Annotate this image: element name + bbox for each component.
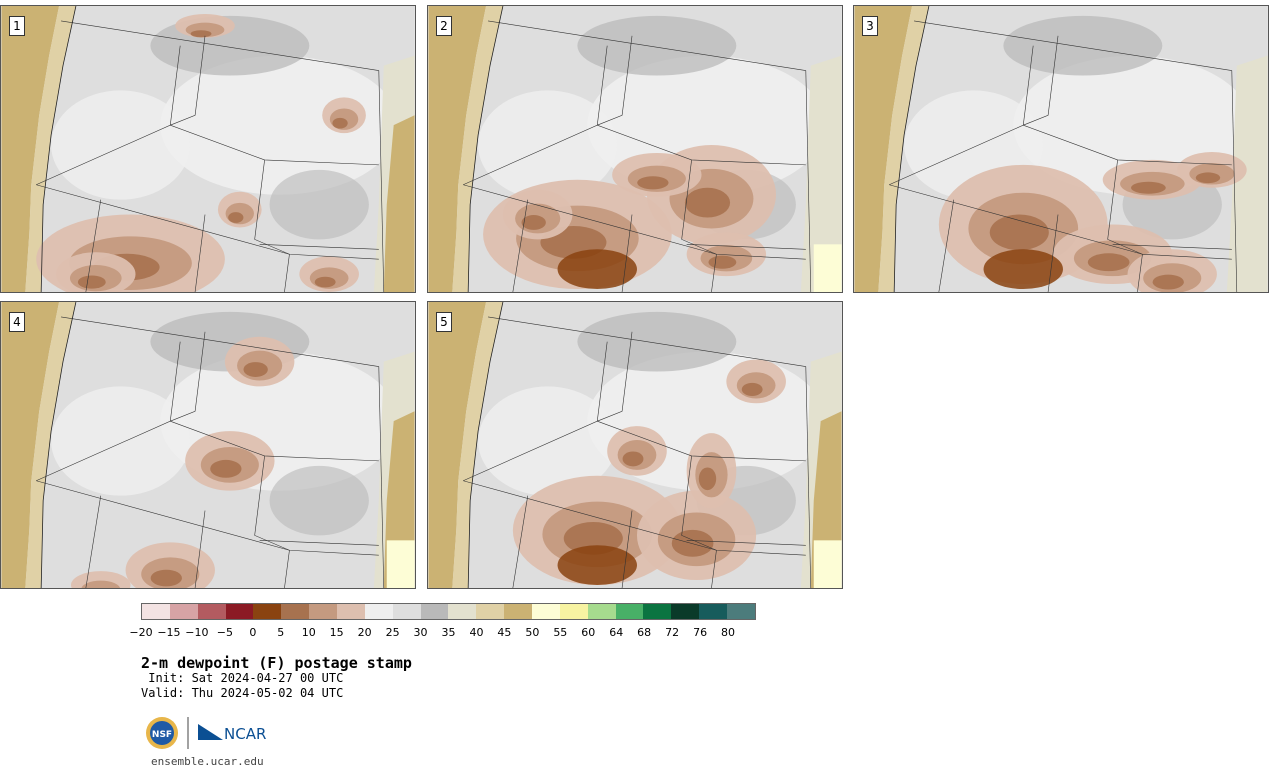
colorbar-swatch [615, 604, 644, 619]
colorbar-tick-label: 60 [581, 626, 596, 639]
colorbar-swatch [169, 604, 198, 619]
colorbar-tick-label: 25 [385, 626, 400, 639]
colorbar-tick-label: −20 [129, 626, 153, 639]
colorbar [141, 603, 756, 620]
map-panel-4: 4 [0, 301, 416, 589]
dewpoint-map-5 [428, 302, 842, 588]
panel-number-2: 2 [436, 16, 452, 36]
colorbar-tick-label: 5 [277, 626, 285, 639]
colorbar-tick-label: 45 [497, 626, 512, 639]
nsf-ncar-logo: NSF NCAR [146, 717, 266, 749]
panel-number-3: 3 [862, 16, 878, 36]
colorbar-swatch [727, 604, 755, 619]
panel-number-1: 1 [9, 16, 25, 36]
dewpoint-map-3 [854, 6, 1268, 292]
colorbar-swatch [225, 604, 254, 619]
colorbar-swatch [643, 604, 672, 619]
colorbar-tick-label: 55 [553, 626, 568, 639]
colorbar-swatch [337, 604, 365, 619]
colorbar-swatch [476, 604, 505, 619]
colorbar-tick-label: −10 [185, 626, 209, 639]
ncar-logo-text: NCAR [224, 725, 266, 743]
colorbar-swatch [253, 604, 282, 619]
colorbar-swatch [559, 604, 588, 619]
init-time: Init: Sat 2024-04-27 00 UTC [141, 671, 344, 685]
dewpoint-map-1 [1, 6, 415, 292]
colorbar-swatch [504, 604, 533, 619]
colorbar-swatch [392, 604, 421, 619]
colorbar-swatch [671, 604, 700, 619]
colorbar-tick-label: 20 [357, 626, 372, 639]
colorbar-ticks: −20 −15 −10 −5 0 5 10 15 20 25 30 35 40 45 50 55 60 64 68 7… [129, 626, 771, 640]
colorbar-swatch [197, 604, 226, 619]
colorbar-tick-label: 50 [525, 626, 540, 639]
website-url: ensemble.ucar.edu [151, 755, 264, 768]
colorbar-tick-label: 64 [609, 626, 624, 639]
colorbar-swatch [448, 604, 477, 619]
map-panel-1: 1 [0, 5, 416, 293]
panel-number-5: 5 [436, 312, 452, 332]
ncar-swoosh-icon [198, 724, 223, 740]
colorbar-swatch [142, 604, 170, 619]
valid-time: Valid: Thu 2024-05-02 04 UTC [141, 686, 344, 700]
nsf-logo-text: NSF [152, 730, 172, 740]
colorbar-tick-label: 30 [413, 626, 428, 639]
colorbar-tick-label: −5 [216, 626, 233, 639]
colorbar-swatch [281, 604, 310, 619]
colorbar-swatch [532, 604, 560, 619]
colorbar-tick-label: 68 [637, 626, 652, 639]
dewpoint-map-4 [1, 302, 415, 588]
colorbar-swatch [364, 604, 393, 619]
colorbar-tick-label: −15 [157, 626, 181, 639]
colorbar-tick-label: 72 [665, 626, 680, 639]
map-panel-3: 3 [853, 5, 1269, 293]
panel-number-4: 4 [9, 312, 25, 332]
colorbar-tick-label: 35 [441, 626, 456, 639]
colorbar-swatch [699, 604, 728, 619]
page-title: 2-m dewpoint (F) postage stamp [141, 654, 412, 672]
colorbar-swatch [309, 604, 338, 619]
colorbar-swatch [420, 604, 449, 619]
colorbar-tick-label: 10 [301, 626, 316, 639]
colorbar-tick-label: 15 [329, 626, 344, 639]
dewpoint-map-2 [428, 6, 842, 292]
colorbar-swatch [587, 604, 616, 619]
colorbar-tick-label: 76 [693, 626, 708, 639]
colorbar-tick-label: 40 [469, 626, 484, 639]
map-panel-5: 5 [427, 301, 843, 589]
colorbar-tick-label: 0 [249, 626, 257, 639]
map-panel-2: 2 [427, 5, 843, 293]
colorbar-tick-label: 80 [721, 626, 736, 639]
